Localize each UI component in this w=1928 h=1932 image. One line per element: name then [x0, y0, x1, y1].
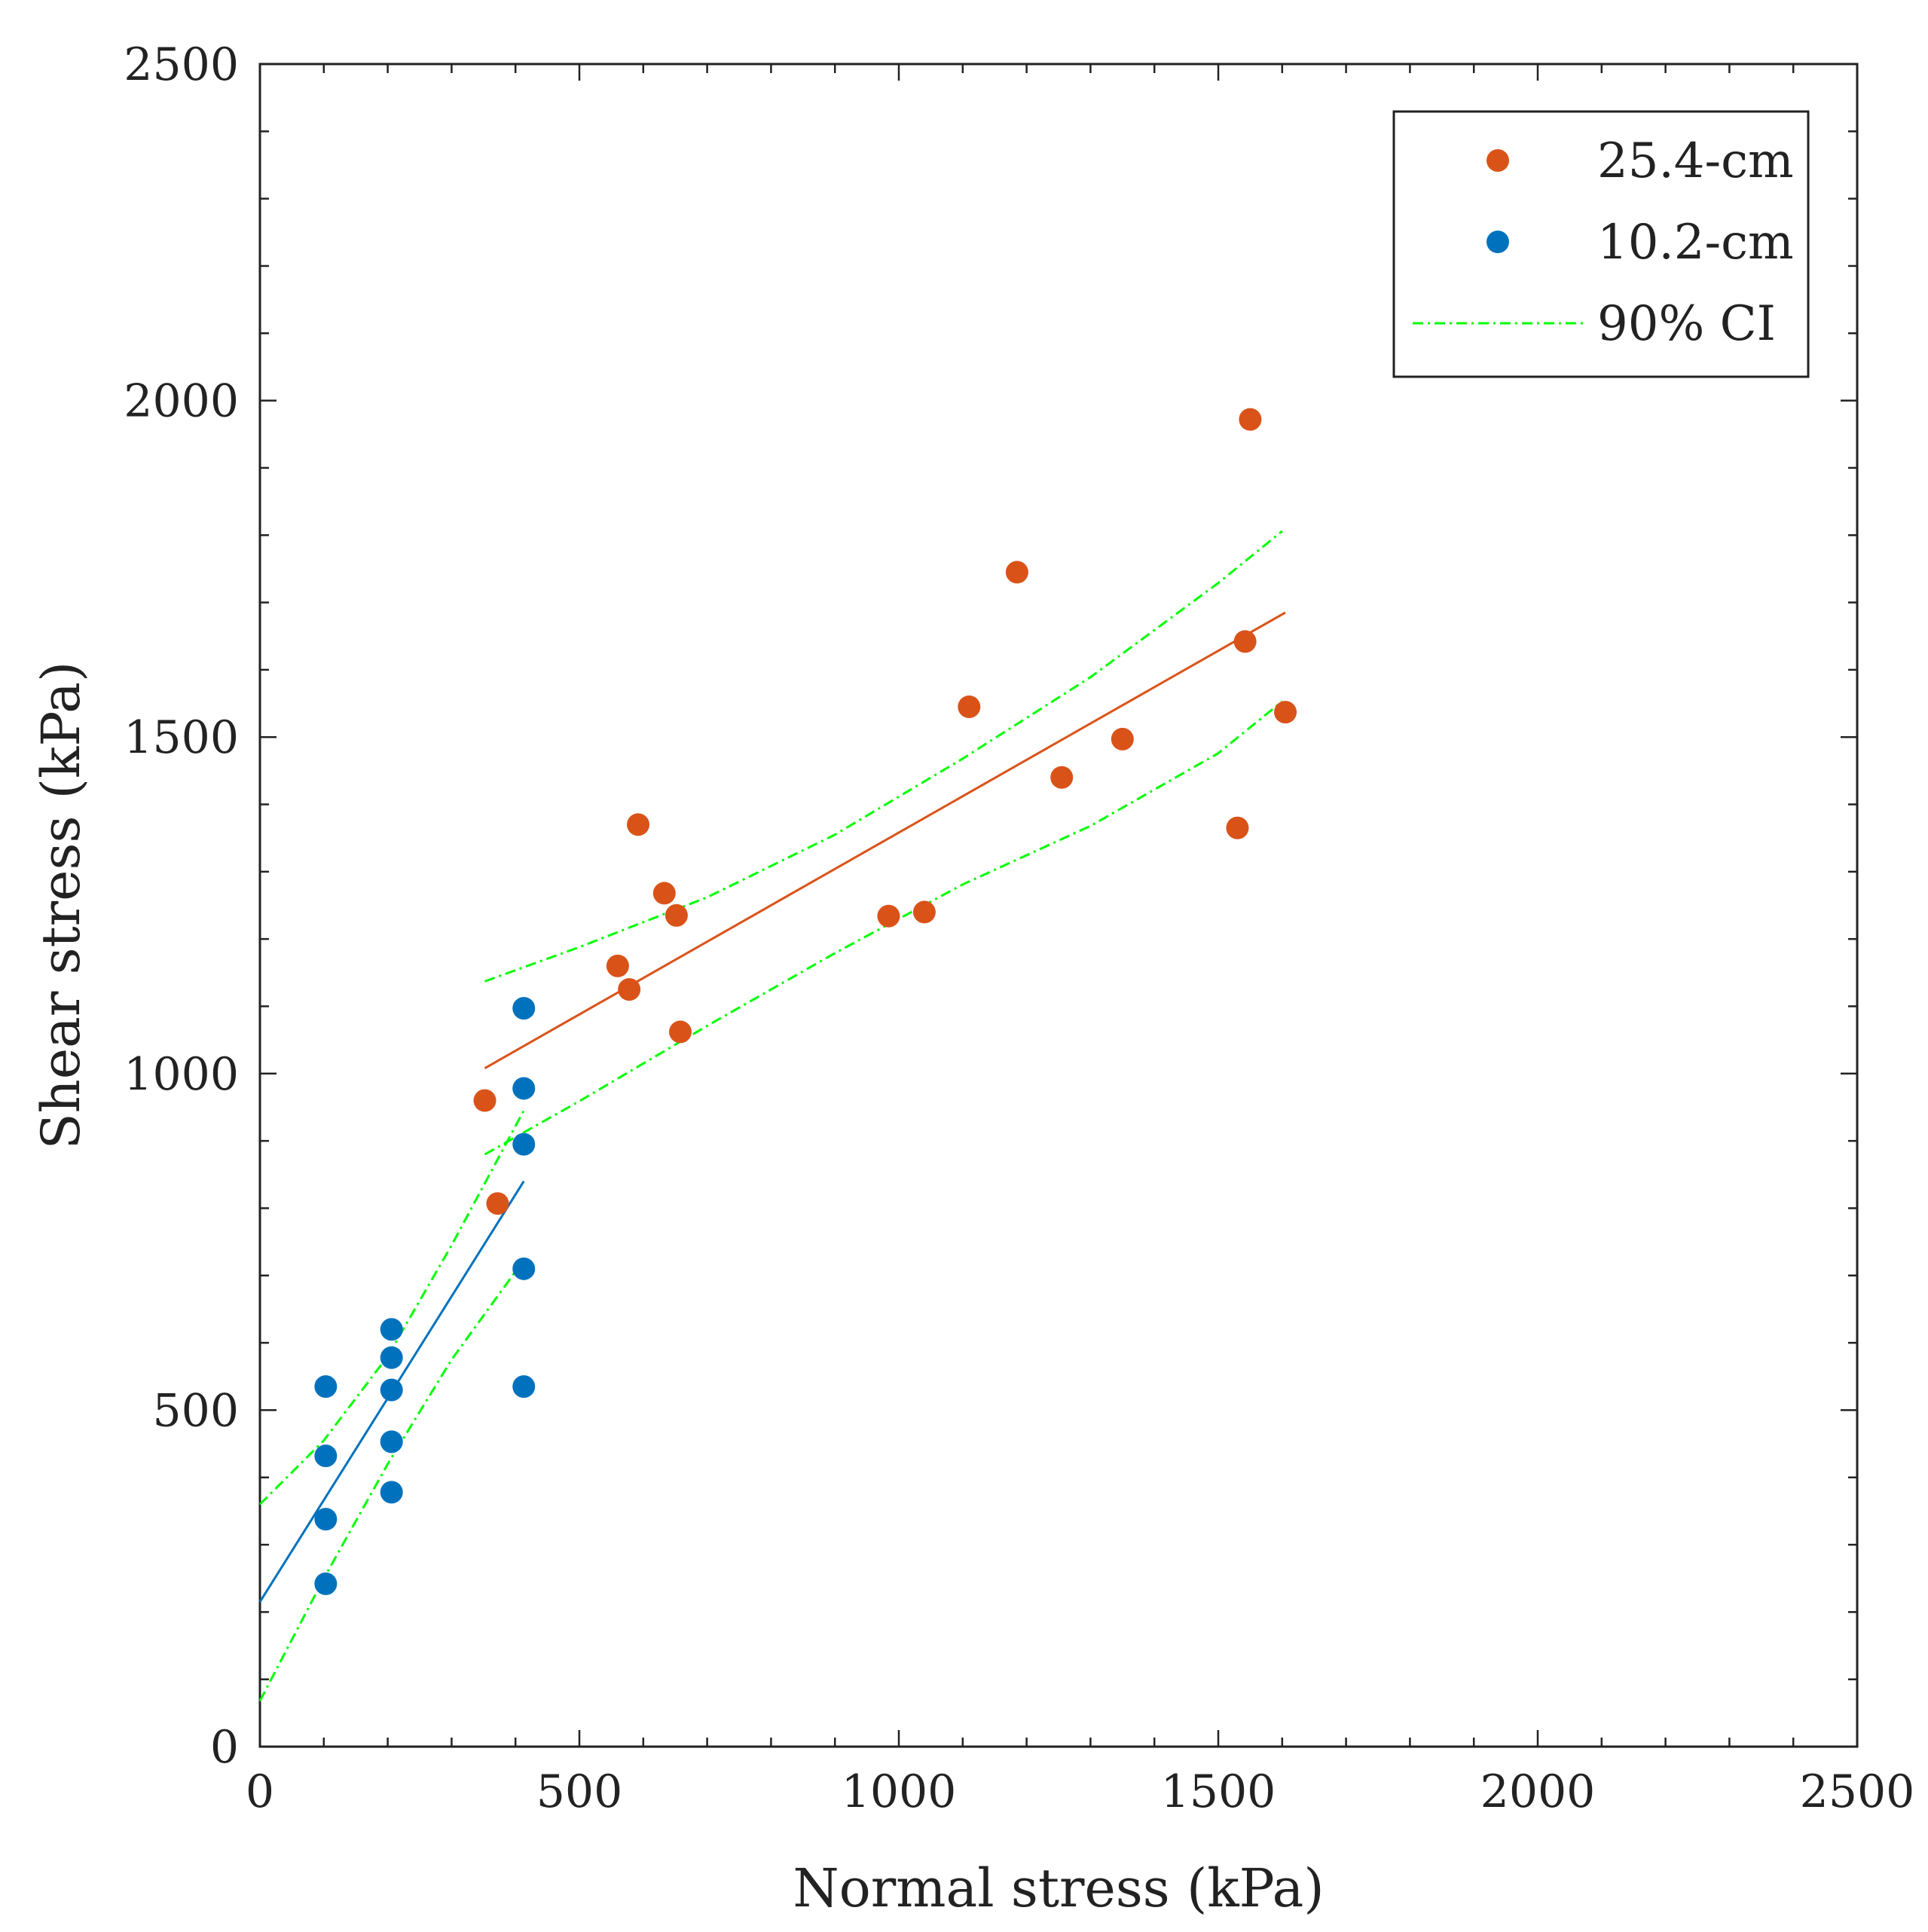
data-point-10.2-cm	[512, 1375, 536, 1399]
data-point-10.2-cm	[380, 1378, 403, 1402]
x-tick-label: 1000	[842, 1765, 957, 1818]
data-point-25.4-cm	[1111, 727, 1134, 750]
legend-label-1: 10.2-cm	[1597, 215, 1794, 271]
x-tick-label: 2500	[1800, 1765, 1915, 1818]
data-point-25.4-cm	[668, 1020, 692, 1044]
x-tick-label: 500	[536, 1765, 623, 1818]
fit-lines-layer	[258, 611, 1286, 1603]
data-point-25.4-cm	[1274, 701, 1297, 724]
data-point-25.4-cm	[652, 882, 676, 905]
confidence-bands-layer	[258, 530, 1283, 1701]
data-point-25.4-cm	[877, 904, 900, 928]
x-tick-label: 1500	[1161, 1765, 1276, 1818]
data-point-25.4-cm	[618, 978, 641, 1001]
data-point-25.4-cm	[627, 813, 650, 836]
data-point-25.4-cm	[1239, 408, 1262, 431]
data-point-10.2-cm	[512, 1077, 536, 1100]
x-tick-label: 0	[246, 1765, 274, 1818]
x-axis-label: Normal stress (kPa)	[793, 1857, 1324, 1919]
data-point-25.4-cm	[1233, 630, 1257, 653]
legend-box	[1392, 110, 1810, 378]
data-point-10.2-cm	[380, 1430, 403, 1454]
y-axis-label: Shear stress (kPa)	[30, 662, 92, 1150]
ci-band-line-2	[258, 1110, 525, 1506]
data-point-25.4-cm	[958, 695, 981, 719]
data-points-layer	[314, 408, 1297, 1595]
legend-label-2: 90% CI	[1597, 296, 1776, 352]
data-point-25.4-cm	[912, 900, 936, 924]
y-tick-label: 500	[152, 1384, 239, 1437]
ci-band-line-3	[258, 1259, 525, 1701]
legend-marker-0	[1486, 149, 1509, 172]
data-point-10.2-cm	[512, 1257, 536, 1280]
data-point-10.2-cm	[314, 1508, 338, 1531]
fit-line-0	[484, 611, 1286, 1069]
data-point-10.2-cm	[380, 1346, 403, 1369]
y-tick-label: 1000	[124, 1048, 239, 1101]
data-point-10.2-cm	[314, 1375, 338, 1399]
y-tick-label: 0	[210, 1721, 239, 1774]
legend: 25.4-cm 10.2-cm 90% CI	[1392, 110, 1810, 378]
y-tick-label: 2500	[124, 38, 239, 91]
y-tick-label: 1500	[124, 711, 239, 764]
data-point-10.2-cm	[314, 1572, 338, 1595]
x-tick-label: 2000	[1480, 1765, 1596, 1818]
data-point-25.4-cm	[665, 903, 688, 927]
ci-band-line-1	[484, 700, 1283, 1156]
axes-layer: 0 500 1000 1500 2000 2500 0 500 1000 1500 2000 2500	[124, 38, 1914, 1818]
data-point-25.4-cm	[1005, 561, 1028, 584]
legend-label-0: 25.4-cm	[1597, 133, 1794, 189]
plot-frame	[258, 63, 1859, 1748]
data-point-10.2-cm	[380, 1481, 403, 1504]
legend-marker-1	[1486, 231, 1509, 253]
y-tick-label: 2000	[124, 375, 239, 428]
data-point-10.2-cm	[380, 1318, 403, 1341]
data-point-25.4-cm	[1050, 766, 1074, 789]
data-point-25.4-cm	[606, 954, 629, 977]
data-point-10.2-cm	[314, 1444, 338, 1468]
data-point-10.2-cm	[512, 1133, 536, 1156]
data-point-25.4-cm	[473, 1089, 497, 1112]
data-point-25.4-cm	[486, 1192, 509, 1215]
data-point-25.4-cm	[1226, 816, 1249, 839]
ci-band-line-0	[484, 530, 1283, 983]
data-point-10.2-cm	[512, 997, 536, 1020]
